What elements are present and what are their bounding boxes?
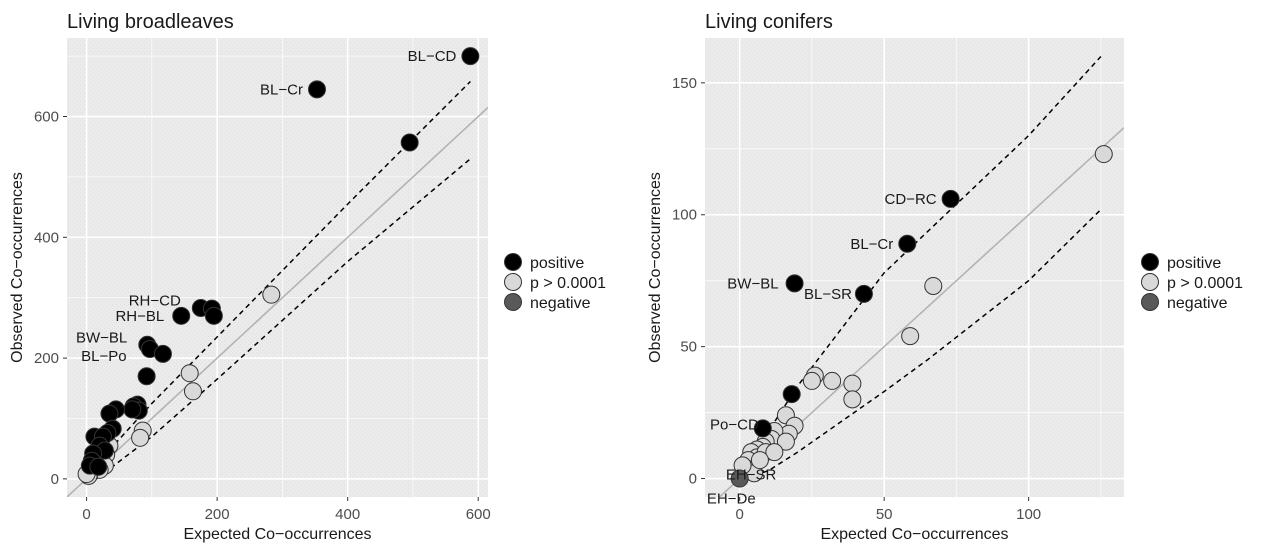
legend-left: positive p > 0.0001 negative: [504, 253, 606, 312]
y-tick-label: 50: [680, 339, 697, 356]
point-label: EH−SR: [726, 467, 777, 484]
x-axis-label: Expected Co−occurrences: [183, 526, 371, 543]
point-nonsignificant: [823, 371, 842, 390]
y-tick-label: 400: [34, 229, 59, 246]
upper-bound-line: [739, 55, 1102, 474]
point-nonsignificant: [131, 428, 150, 447]
point-positive: [89, 457, 108, 476]
point-positive: [172, 306, 191, 325]
point-positive: [307, 80, 326, 99]
point-label: Po−CD: [710, 416, 759, 433]
lower-bound-line: [95, 158, 471, 480]
y-tick-label: 0: [689, 471, 697, 488]
point-label: BW−BL: [76, 330, 127, 347]
point-label: BW−BL: [727, 275, 778, 292]
legend-key: [1141, 273, 1159, 291]
point-nonsignificant: [183, 382, 202, 401]
y-axis-label: Observed Co−occurrences: [647, 172, 664, 363]
point-positive: [753, 419, 772, 438]
point-nonsignificant: [262, 285, 281, 304]
legend-key: [504, 273, 522, 291]
x-tick-label: 0: [82, 506, 90, 523]
point-nonsignificant: [843, 390, 862, 409]
point-positive: [123, 400, 142, 419]
point-positive: [400, 133, 419, 152]
point-label: RH−CD: [129, 293, 181, 310]
legend-key: [1141, 293, 1159, 311]
x-tick-label: 50: [876, 506, 893, 523]
chart-title: Living conifers: [705, 11, 833, 33]
chart-living-broadleaves: Living broadleaves 0 200 400 600 0 200 400 600 BL…: [9, 11, 491, 543]
lower-bound-line: [745, 208, 1102, 480]
point-positive: [854, 284, 873, 303]
y-tick-label: 0: [51, 471, 59, 488]
point-label: BL−CD: [408, 48, 457, 65]
point-nonsignificant: [802, 371, 821, 390]
point-label: RH−BL: [115, 308, 164, 325]
chart-living-conifers: Living conifers 0 50 100 0 50 100 150 CD−RC BL−Cr…: [647, 11, 1124, 543]
legend-key: [1141, 253, 1159, 271]
legend-label: negative: [1167, 295, 1228, 312]
point-nonsignificant: [750, 451, 769, 470]
legend-label: positive: [530, 255, 584, 272]
plot-panel: [67, 38, 488, 497]
x-tick-label: 600: [466, 506, 491, 523]
legend-key: [504, 293, 522, 311]
point-nonsignificant: [843, 374, 862, 393]
point-positive: [785, 274, 804, 293]
point-nonsignificant: [1094, 145, 1113, 164]
point-positive: [782, 385, 801, 404]
point-positive: [461, 47, 480, 66]
y-axis-label: Observed Co−occurrences: [9, 172, 26, 363]
point-nonsignificant: [924, 276, 943, 295]
x-tick-label: 100: [1016, 506, 1041, 523]
y-tick-label: 600: [34, 109, 59, 126]
chart-title: Living broadleaves: [67, 11, 234, 33]
plot-area: [67, 47, 488, 497]
point-nonsignificant: [765, 443, 784, 462]
point-negative: [730, 469, 749, 488]
point-positive: [153, 344, 172, 363]
point-positive: [204, 306, 223, 325]
point-positive: [137, 367, 156, 386]
legend-label: p > 0.0001: [1167, 275, 1243, 292]
y-tick-label: 100: [672, 207, 697, 224]
point-nonsignificant: [180, 364, 199, 383]
point-label: BL−Cr: [850, 236, 893, 253]
point-label: BL−Cr: [260, 81, 303, 98]
point-label: BL−SR: [804, 286, 852, 303]
point-label: CD−RC: [885, 191, 937, 208]
legend-label: negative: [530, 295, 591, 312]
y-tick-label: 150: [672, 75, 697, 92]
point-positive: [941, 189, 960, 208]
plot-area: [718, 55, 1124, 497]
legend-label: p > 0.0001: [530, 275, 606, 292]
x-tick-label: 400: [335, 506, 360, 523]
point-label: EH−De: [707, 491, 756, 508]
legend-right: positive p > 0.0001 negative: [1141, 253, 1243, 312]
point-nonsignificant: [901, 327, 920, 346]
point-positive: [898, 234, 917, 253]
legend-key: [504, 253, 522, 271]
x-tick-label: 200: [205, 506, 230, 523]
point-label: BL−Po: [81, 348, 126, 365]
point-nonsignificant: [776, 432, 795, 451]
point-positive: [100, 404, 119, 423]
x-axis-label: Expected Co−occurrences: [820, 526, 1008, 543]
y-tick-label: 200: [34, 350, 59, 367]
x-tick-label: 0: [736, 506, 744, 523]
legend-label: positive: [1167, 255, 1221, 272]
